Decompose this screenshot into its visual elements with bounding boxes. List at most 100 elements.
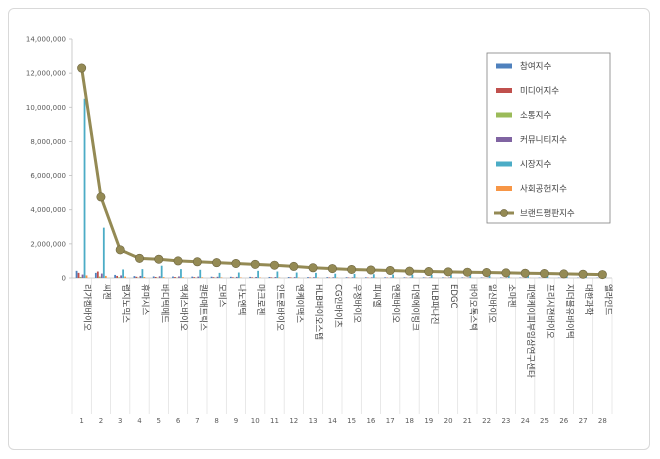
bar [162, 277, 165, 278]
bars [75, 98, 609, 278]
x-category-name: 리가켐바이오 [82, 284, 93, 331]
line-point [539, 269, 549, 279]
bar [289, 277, 292, 278]
bar [315, 272, 317, 278]
x-category-name: 디엔에이링크 [410, 284, 421, 331]
bar [152, 276, 155, 278]
x-tick-label: 28 [598, 417, 607, 425]
line-point [327, 264, 337, 274]
x-category-name: 휴마시스 [140, 284, 150, 315]
x-category-name: HLB파나진 [429, 284, 440, 324]
line-point [135, 253, 145, 263]
y-tick-label: 0 [62, 275, 66, 283]
bar [141, 269, 144, 278]
x-tick-label: 16 [366, 417, 375, 425]
line-point [424, 267, 434, 277]
y-tick-label: 14,000,000 [26, 36, 66, 44]
x-tick-label: 7 [195, 417, 199, 425]
line-point [578, 269, 588, 279]
bar [124, 276, 126, 278]
bar [353, 273, 356, 278]
x-category-name: 소마젠 [506, 284, 516, 308]
x-category-name: 바이오톡스텍 [467, 284, 478, 331]
x-axis: 리가켐바이오 1 씨젠 2 랩지노믹스 3 휴마시스 4 바디텍메드 5 엑세스바이오 6 퀀타매트릭스… [71, 277, 613, 425]
x-category-name: 일신바이오 [487, 284, 498, 323]
line-point [212, 258, 222, 268]
x-tick-label: 4 [137, 417, 142, 425]
line-point [559, 269, 569, 279]
bar [251, 277, 254, 278]
bar [384, 277, 387, 278]
legend-swatch [496, 88, 512, 93]
legend-label: 미디어지수 [520, 86, 559, 97]
legend-swatch [496, 186, 512, 191]
line-point [385, 265, 395, 275]
bar [351, 277, 354, 278]
legend-swatch-marker [500, 209, 508, 217]
x-tick-label: 10 [251, 417, 260, 425]
bar [94, 272, 97, 278]
bar [218, 272, 221, 278]
x-tick-label: 15 [347, 417, 356, 425]
x-tick-label: 11 [270, 417, 279, 425]
bar [249, 276, 252, 278]
x-tick-label: 18 [405, 417, 414, 425]
x-category-name: 피엔케이피부임상연구센타 [525, 284, 536, 378]
line-point [597, 270, 607, 280]
line-point [482, 268, 492, 278]
legend-label: 시장지수 [520, 159, 551, 170]
bar [411, 274, 414, 278]
legend-label: 브랜드평판지수 [520, 208, 575, 219]
line-point [77, 63, 87, 73]
bar [154, 276, 157, 278]
x-category-name: 프리시젼바이오 [545, 284, 556, 339]
bar [120, 275, 123, 278]
x-tick-label: 9 [234, 417, 238, 425]
x-tick-label: 6 [176, 417, 181, 425]
bar [268, 276, 271, 278]
x-tick-label: 20 [444, 417, 453, 425]
bar [309, 277, 311, 278]
bar [326, 277, 329, 278]
line-point [192, 257, 202, 267]
bar [98, 276, 101, 278]
x-tick-label: 2 [99, 417, 103, 425]
x-tick-label: 23 [501, 417, 510, 425]
x-category-name: 퀀타매트릭스 [197, 284, 208, 331]
y-axis: 0 2,000,000 4,000,000 6,000,000 8,000,000 10,… [26, 36, 73, 283]
x-tick-label: 21 [463, 417, 472, 425]
line-point [250, 259, 260, 269]
legend-label: 사회공헌지수 [520, 185, 567, 195]
line-point [231, 258, 241, 268]
line-point [443, 267, 453, 277]
line-series [77, 63, 607, 280]
line-point [308, 263, 318, 273]
line-point [269, 260, 279, 270]
legend-label: 소통지수 [520, 111, 551, 121]
bar [180, 269, 182, 278]
x-category-name: HLB바이오스텝 [313, 284, 324, 340]
y-tick-label: 8,000,000 [30, 138, 66, 146]
bar [191, 276, 194, 278]
bar [158, 276, 161, 278]
bar [139, 275, 142, 278]
x-category-name: 피씨엘 [371, 284, 381, 308]
bar [235, 276, 238, 278]
bar [293, 277, 296, 278]
line-point [366, 265, 376, 275]
x-category-name: EDGC [448, 284, 458, 309]
x-category-name: 지더블유바이텍 [564, 284, 575, 339]
bar [116, 275, 119, 278]
bar [231, 277, 234, 278]
bar [332, 277, 335, 278]
line-point [501, 268, 511, 278]
x-category-name: 랩지노믹스 [120, 284, 131, 323]
x-category-name: 엑세스바이오 [178, 284, 189, 331]
bar [270, 277, 273, 278]
bar [480, 277, 483, 278]
bar [133, 276, 136, 278]
line-point [347, 264, 357, 274]
bar [488, 275, 491, 278]
bar [212, 277, 215, 278]
